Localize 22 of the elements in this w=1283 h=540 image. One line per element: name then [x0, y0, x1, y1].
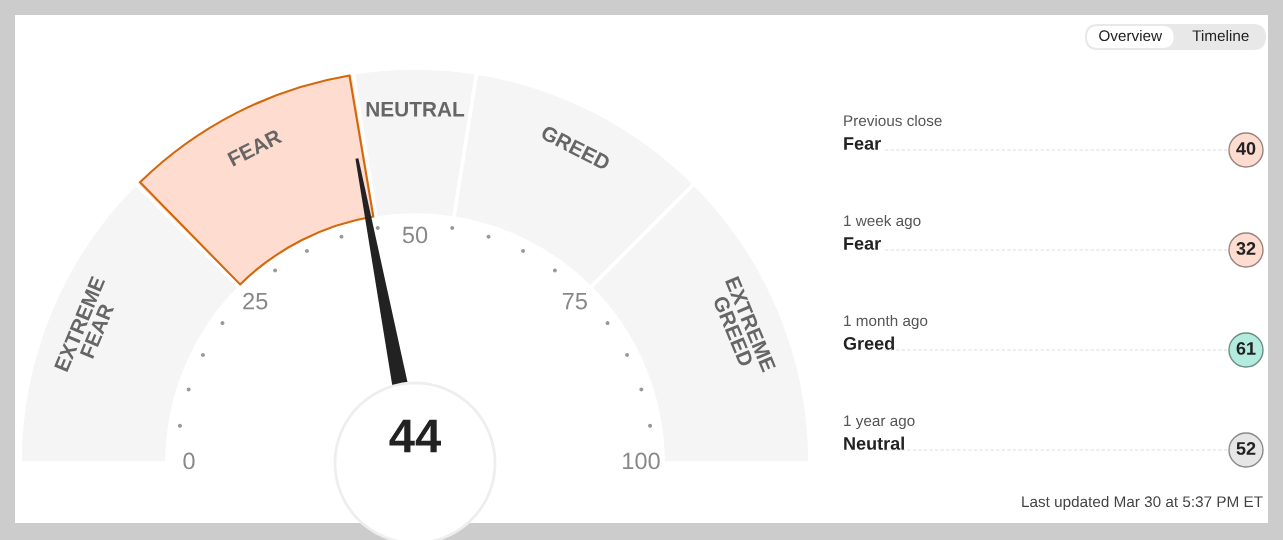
slice-label: NEUTRAL	[366, 102, 465, 117]
text: Fear	[844, 237, 881, 250]
text: 0	[183, 452, 195, 470]
text: 100	[623, 452, 660, 470]
category-label: Timeline	[1192, 29, 1249, 42]
text: 25	[243, 292, 268, 310]
text: 75	[562, 293, 587, 310]
text: Greed	[843, 336, 894, 350]
data-label: 32	[1236, 242, 1256, 255]
data-label: 52	[1236, 442, 1256, 455]
text: Fear	[844, 137, 881, 150]
text: 50	[402, 226, 428, 244]
data-label: 61	[1236, 342, 1256, 355]
category-label: 1 month ago	[844, 314, 928, 330]
text: 44	[389, 419, 442, 453]
text: Last updated Mar 30 at 5:37 PM ET	[1022, 495, 1263, 511]
category-label: 1 year ago	[844, 415, 915, 430]
category-label: 1 week ago	[844, 214, 921, 230]
text: Neutral	[844, 436, 904, 450]
category-label: Overview	[1099, 29, 1163, 42]
category-label: Previous close	[844, 114, 942, 127]
data-label: 40	[1236, 142, 1256, 155]
